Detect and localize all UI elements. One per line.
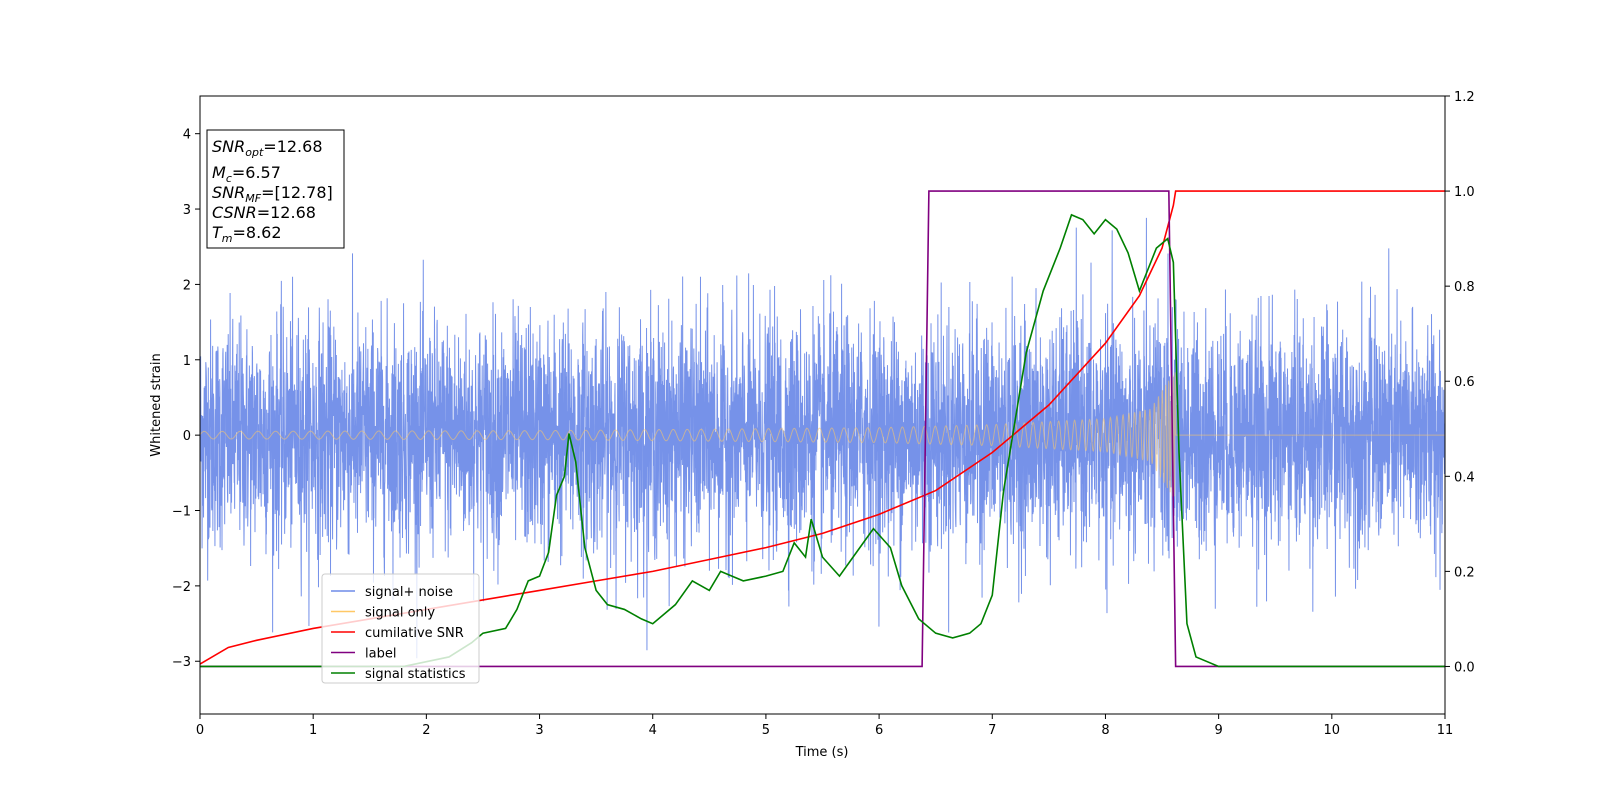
series-signal-noise <box>200 217 1445 659</box>
axes-frame <box>199 95 1446 715</box>
y-axis-label: Whitened strain <box>149 353 164 456</box>
info-snr-mf-label: SNR <box>212 183 245 202</box>
series-signal-only <box>200 372 1445 497</box>
x-tick-label: 10 <box>1324 723 1341 738</box>
x-tick-label: 4 <box>649 723 657 738</box>
x-tick-label: 8 <box>1101 723 1109 738</box>
info-snr-opt-label: SNR <box>212 137 245 156</box>
legend-label-label: label <box>365 647 396 662</box>
x-tick-label: 6 <box>875 723 883 738</box>
y-left-tick-label: −3 <box>172 655 191 670</box>
legend-label-cumilative-snr: cumilative SNR <box>365 626 464 641</box>
info-tm: Tm=8.62 <box>212 223 282 245</box>
info-csnr-value: =12.68 <box>257 203 316 222</box>
info-snr-mf-value: =[12.78] <box>261 183 333 202</box>
info-csnr-label: CSNR <box>212 203 257 222</box>
y-right-tick-label: 1.2 <box>1454 90 1475 105</box>
info-mc-label: M <box>212 163 226 182</box>
y-left-tick-label: −2 <box>172 580 191 595</box>
y-right-tick-label: 0.2 <box>1454 565 1475 580</box>
y-left-tick-label: 0 <box>183 429 191 444</box>
x-tick-label: 11 <box>1437 723 1454 738</box>
info-mc-value: =6.57 <box>232 163 281 182</box>
info-snr-mf-sub: MF <box>245 192 261 205</box>
y-right-tick-label: 0.4 <box>1454 470 1475 485</box>
legend-label-signal-statistics: signal statistics <box>365 667 466 682</box>
info-snr-opt-value: =12.68 <box>263 137 322 156</box>
y-left-tick-label: 1 <box>183 354 191 369</box>
x-tick-label: 3 <box>535 723 543 738</box>
x-tick-label: 5 <box>762 723 770 738</box>
info-mc: Mc=6.57 <box>212 163 281 185</box>
legend-label-signal-noise: signal+ noise <box>365 585 453 600</box>
info-snr-mf: SNRMF=[12.78] <box>212 183 333 205</box>
info-snr-opt: SNRopt=12.68 <box>212 137 323 159</box>
info-mc-sub: c <box>226 172 232 185</box>
x-tick-label: 7 <box>988 723 996 738</box>
x-tick-label: 9 <box>1214 723 1222 738</box>
x-axis-label: Time (s) <box>795 745 849 760</box>
legend-frame <box>321 573 480 684</box>
series-signal-statistics <box>200 213 1445 668</box>
info-tm-value: =8.62 <box>233 223 282 242</box>
x-tick-label: 0 <box>196 723 204 738</box>
y-right-tick-label: 0.6 <box>1454 375 1475 390</box>
y-right-tick-label: 0.0 <box>1454 660 1475 675</box>
legend: signal+ noise signal only cumilative SNR la… <box>321 573 480 684</box>
info-box: SNRopt=12.68 Mc=6.57 SNRMF=[12.78] CSNR=… <box>206 129 345 249</box>
y-left-tick-label: 4 <box>183 128 191 143</box>
x-tick-label: 1 <box>309 723 317 738</box>
legend-label-signal-only: signal only <box>365 606 435 621</box>
y-right-tick-label: 1.0 <box>1454 185 1475 200</box>
y-left-tick-label: 2 <box>183 278 191 293</box>
info-tm-label: T <box>212 223 223 242</box>
info-box-frame <box>206 129 345 249</box>
y-left-tick-label: 3 <box>183 203 191 218</box>
info-csnr: CSNR=12.68 <box>212 203 316 222</box>
info-tm-sub: m <box>222 232 233 245</box>
axis-ticks: 0 1 2 3 4 5 6 7 8 9 10 11 −3 −2 −1 0 1 2 3 4 0.0 0.2 0.4 0.6 0.8… <box>172 90 1475 738</box>
y-right-tick-label: 0.8 <box>1454 280 1475 295</box>
info-snr-opt-sub: opt <box>245 146 264 159</box>
y-left-tick-label: −1 <box>172 505 191 520</box>
x-tick-label: 2 <box>422 723 430 738</box>
